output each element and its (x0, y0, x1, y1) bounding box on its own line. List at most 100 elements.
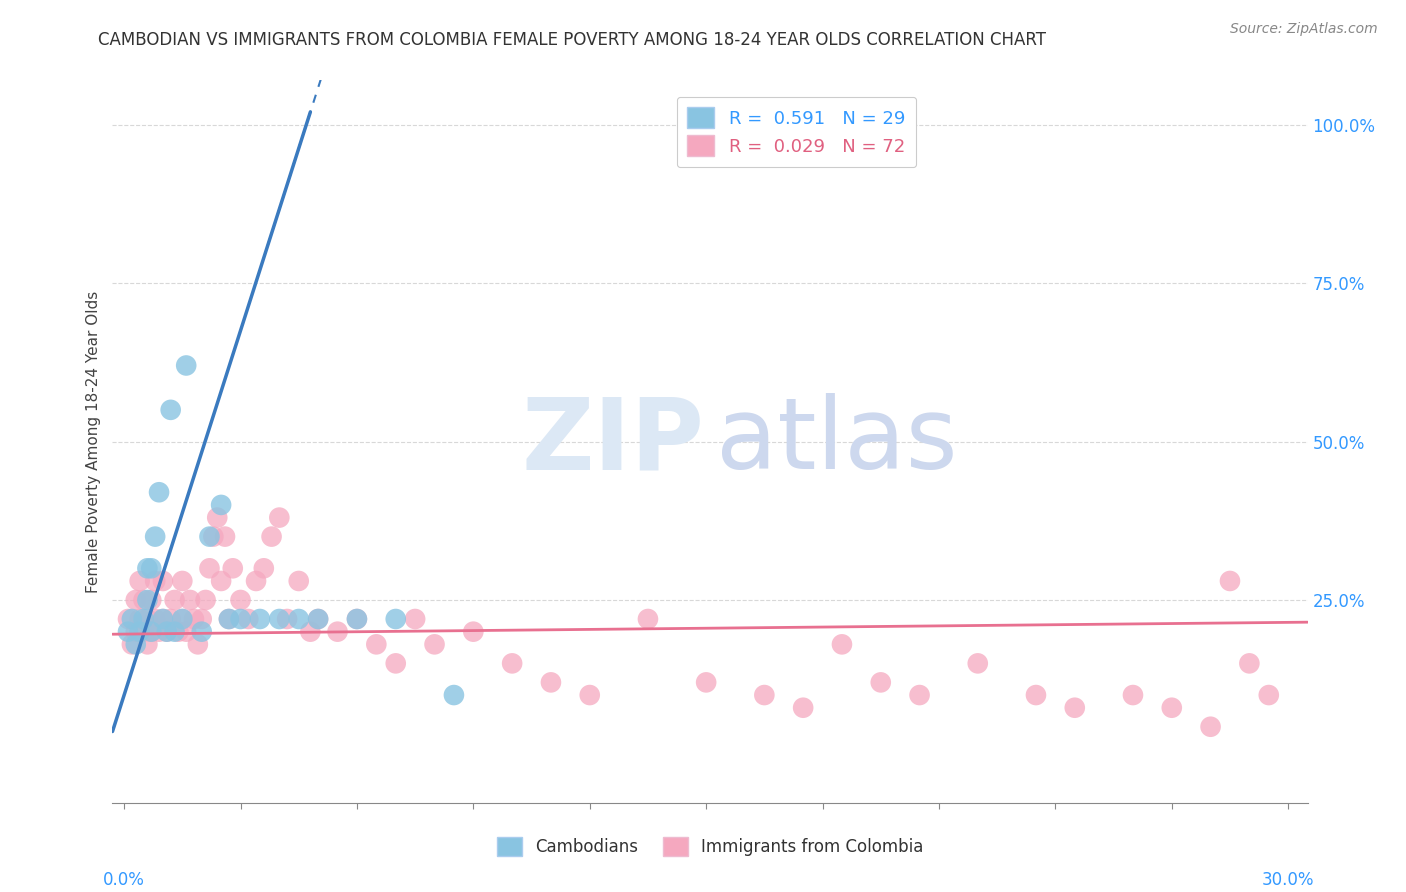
Point (152, 574, 174, 588)
Point (637, 612, 659, 626)
Point (132, 624, 155, 639)
Text: ZIP: ZIP (522, 393, 704, 490)
Point (260, 530, 283, 544)
Point (501, 657, 523, 671)
Point (218, 612, 240, 626)
Point (346, 612, 368, 626)
Legend: Cambodians, Immigrants from Colombia: Cambodians, Immigrants from Colombia (489, 830, 931, 863)
Point (152, 612, 174, 626)
Point (152, 612, 174, 626)
Point (831, 637, 853, 651)
Point (163, 593, 186, 607)
Point (269, 510, 291, 524)
Point (198, 530, 221, 544)
Point (214, 530, 236, 544)
Point (125, 593, 148, 607)
Point (207, 510, 229, 524)
Point (384, 612, 406, 626)
Point (1122, 688, 1144, 702)
Point (172, 574, 194, 588)
Point (156, 624, 179, 639)
Point (194, 593, 217, 607)
Y-axis label: Female Poverty Among 18-24 Year Olds: Female Poverty Among 18-24 Year Olds (86, 291, 101, 592)
Point (141, 624, 163, 639)
Point (238, 612, 260, 626)
Point (121, 637, 143, 651)
Point (253, 561, 276, 575)
Point (346, 612, 368, 626)
Point (136, 637, 159, 651)
Point (966, 657, 988, 671)
Point (307, 612, 329, 626)
Point (869, 675, 891, 690)
Point (218, 612, 240, 626)
Point (423, 637, 446, 651)
Point (908, 688, 931, 702)
Point (198, 561, 221, 575)
Point (172, 612, 194, 626)
Point (132, 593, 155, 607)
Point (159, 612, 181, 626)
Text: 30.0%: 30.0% (1263, 871, 1315, 889)
Point (463, 624, 485, 639)
Point (128, 624, 150, 639)
Point (443, 688, 465, 702)
Point (384, 657, 406, 671)
Point (159, 402, 181, 417)
Point (148, 624, 170, 639)
Point (209, 574, 232, 588)
Text: atlas: atlas (716, 393, 957, 490)
Point (1257, 688, 1279, 702)
Point (128, 612, 150, 626)
Point (366, 637, 388, 651)
Point (121, 612, 143, 626)
Point (141, 624, 163, 639)
Point (187, 637, 209, 651)
Point (245, 574, 267, 588)
Point (163, 624, 186, 639)
Point (1063, 700, 1085, 714)
Text: 0.0%: 0.0% (103, 871, 145, 889)
Point (136, 561, 159, 575)
Point (143, 574, 166, 588)
Point (276, 612, 298, 626)
Point (183, 612, 205, 626)
Point (326, 624, 349, 639)
Point (249, 612, 271, 626)
Point (156, 624, 179, 639)
Point (125, 624, 148, 639)
Point (1025, 688, 1047, 702)
Point (1199, 720, 1222, 734)
Point (179, 593, 201, 607)
Text: CAMBODIAN VS IMMIGRANTS FROM COLOMBIA FEMALE POVERTY AMONG 18-24 YEAR OLDS CORRE: CAMBODIAN VS IMMIGRANTS FROM COLOMBIA FE… (98, 31, 1046, 49)
Point (754, 688, 776, 702)
Point (117, 612, 139, 626)
Point (792, 700, 814, 714)
Point (190, 612, 212, 626)
Point (287, 612, 309, 626)
Point (190, 624, 212, 639)
Point (229, 612, 252, 626)
Point (143, 530, 166, 544)
Point (307, 612, 329, 626)
Point (174, 624, 197, 639)
Point (1239, 657, 1261, 671)
Point (174, 359, 197, 373)
Point (125, 637, 148, 651)
Point (222, 561, 245, 575)
Point (1160, 700, 1182, 714)
Point (229, 593, 252, 607)
Point (172, 612, 194, 626)
Point (132, 612, 155, 626)
Point (269, 612, 291, 626)
Point (136, 612, 159, 626)
Point (143, 612, 166, 626)
Point (209, 498, 232, 512)
Point (141, 561, 163, 575)
Point (117, 624, 139, 639)
Point (128, 574, 150, 588)
Point (1219, 574, 1241, 588)
Point (141, 593, 163, 607)
Point (287, 574, 309, 588)
Text: Source: ZipAtlas.com: Source: ZipAtlas.com (1230, 22, 1378, 37)
